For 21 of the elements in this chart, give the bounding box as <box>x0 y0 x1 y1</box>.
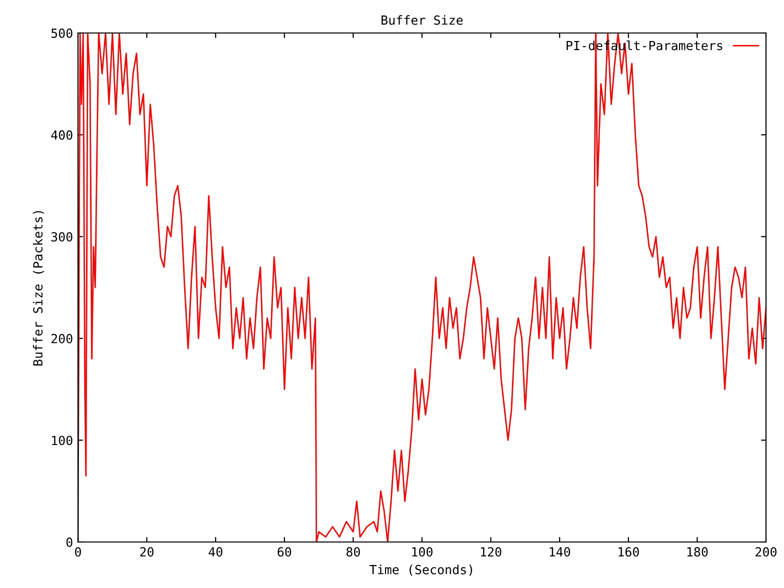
y-tick-label: 200 <box>51 334 72 344</box>
x-tick-label: 60 <box>278 547 292 557</box>
x-axis-title: Time (Seconds) <box>370 564 472 576</box>
x-tick-label: 100 <box>412 547 432 557</box>
line-series <box>78 33 766 542</box>
x-tick-label: 20 <box>140 547 154 557</box>
y-tick-label: 0 <box>66 538 72 547</box>
x-tick-label: 120 <box>481 547 502 557</box>
x-tick-label: 200 <box>756 547 776 557</box>
x-tick-label: 0 <box>75 547 81 557</box>
x-tick-label: 180 <box>687 547 708 557</box>
x-tick-label: 80 <box>346 547 360 557</box>
x-tick-label: 140 <box>550 547 570 557</box>
y-axis-title: Buffer Size (Packets) <box>32 211 44 366</box>
y-tick-label: 400 <box>51 130 72 140</box>
y-tick-label: 500 <box>51 28 72 38</box>
chart-title: Buffer Size <box>382 15 463 25</box>
x-tick-label: 40 <box>208 547 222 557</box>
x-tick-label: 160 <box>618 547 639 557</box>
y-tick-label: 100 <box>52 436 72 446</box>
y-tick-label: 300 <box>51 232 72 242</box>
